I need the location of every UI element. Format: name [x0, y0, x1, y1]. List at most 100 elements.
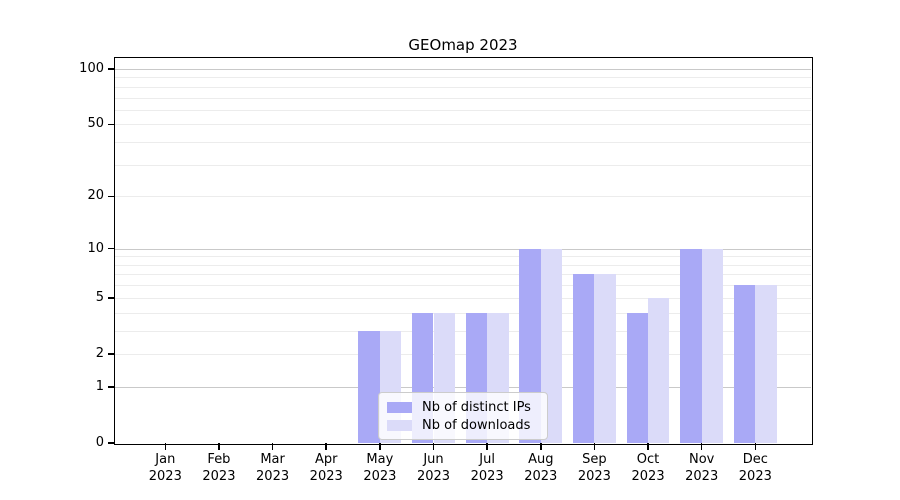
y-tick-label: 50 — [87, 116, 104, 132]
x-tick-year: 2023 — [148, 468, 182, 484]
x-tick — [700, 443, 703, 450]
x-tick-month: Mar — [260, 452, 285, 467]
x-tick — [486, 443, 488, 450]
gridline-minor — [115, 77, 811, 79]
x-tick-month: May — [366, 452, 394, 467]
x-tick — [754, 443, 757, 450]
x-tick-month: Jun — [423, 452, 444, 467]
gridline-major — [115, 386, 811, 388]
y-tick — [108, 247, 115, 250]
x-tick-year: 2023 — [309, 468, 343, 484]
x-tick-month: Dec — [742, 452, 768, 467]
x-tick-label: Feb 2023 — [192, 452, 246, 485]
x-tick-label: May 2023 — [353, 452, 407, 485]
x-tick-month: Nov — [689, 452, 715, 467]
gridline-minor — [115, 164, 811, 166]
gridline-minor — [115, 353, 811, 355]
legend-swatch-distinct-ips — [387, 401, 412, 413]
bar-distinct-ips — [573, 274, 595, 443]
x-tick — [379, 443, 381, 450]
y-tick-label: 100 — [79, 60, 104, 76]
bar-distinct-ips — [626, 312, 649, 443]
x-tick-month: Feb — [207, 452, 231, 467]
x-tick-label: Oct 2023 — [621, 452, 675, 485]
x-tick — [432, 443, 435, 450]
gridline-major — [115, 68, 811, 70]
x-tick — [164, 443, 167, 450]
y-tick-label: 20 — [87, 188, 104, 204]
bar-downloads — [594, 274, 616, 443]
x-tick-label: Sep 2023 — [567, 452, 621, 485]
x-tick-year: 2023 — [685, 468, 719, 484]
y-tick — [108, 386, 115, 388]
bar-downloads — [648, 297, 670, 443]
y-tick — [108, 353, 115, 355]
y-tick-label: 1 — [95, 378, 104, 394]
x-tick-year: 2023 — [577, 468, 611, 484]
gridline-minor — [115, 196, 811, 198]
x-tick-year: 2023 — [202, 468, 236, 484]
y-tick-label: 10 — [87, 240, 104, 256]
x-tick-label: Nov 2023 — [675, 452, 729, 485]
gridline-minor — [115, 312, 811, 314]
y-tick-label: 5 — [95, 289, 104, 305]
y-tick — [108, 195, 115, 198]
x-tick-label: Jul 2023 — [460, 452, 514, 485]
x-tick-year: 2023 — [470, 468, 504, 484]
x-tick — [647, 443, 649, 450]
gridline-minor — [115, 124, 811, 126]
y-tick-label: 0 — [95, 435, 104, 450]
gridline-minor — [115, 142, 811, 144]
gridline-minor — [115, 285, 811, 287]
gridline-minor — [115, 109, 811, 111]
plot-area — [115, 58, 811, 443]
x-tick-year: 2023 — [738, 468, 772, 484]
x-tick-label: Jan 2023 — [138, 452, 192, 485]
x-tick-month: Jul — [479, 452, 495, 467]
x-tick-month: Apr — [314, 452, 338, 467]
legend: Nb of distinct IPs Nb of downloads — [378, 392, 548, 440]
legend-label-distinct-ips: Nb of distinct IPs — [422, 399, 531, 415]
x-tick — [540, 443, 542, 450]
bar-distinct-ips — [358, 330, 380, 443]
gridline-minor — [115, 297, 811, 299]
legend-label-downloads: Nb of downloads — [422, 417, 531, 433]
y-tick — [108, 123, 115, 126]
y-tick — [108, 442, 115, 444]
bar-distinct-ips — [733, 285, 756, 443]
x-tick-label: Jun 2023 — [407, 452, 461, 485]
x-tick-year: 2023 — [524, 468, 558, 484]
gridline-minor — [115, 256, 811, 258]
x-tick — [218, 443, 220, 450]
x-tick-year: 2023 — [256, 468, 290, 484]
y-tick-label: 2 — [95, 345, 104, 361]
x-tick-year: 2023 — [631, 468, 665, 484]
x-tick-month: Aug — [528, 452, 554, 467]
gridline-minor — [115, 264, 811, 266]
x-tick-label: Apr 2023 — [299, 452, 353, 485]
x-tick — [325, 443, 327, 450]
x-tick-month: Oct — [636, 452, 660, 467]
x-tick-month: Sep — [582, 452, 607, 467]
gridline-minor — [115, 274, 811, 276]
bar-downloads — [701, 248, 724, 443]
legend-item-distinct-ips: Nb of distinct IPs — [387, 399, 539, 415]
gridline-major — [115, 248, 811, 250]
y-tick — [108, 297, 115, 299]
legend-swatch-downloads — [387, 419, 412, 431]
x-tick-month: Jan — [155, 452, 176, 467]
x-tick-year: 2023 — [416, 468, 451, 484]
bar-distinct-ips — [680, 248, 702, 443]
bar-downloads — [755, 285, 777, 443]
x-tick — [271, 443, 274, 450]
y-tick — [108, 68, 115, 70]
x-tick — [593, 443, 596, 450]
gridline-minor — [115, 97, 811, 99]
legend-item-downloads: Nb of downloads — [387, 417, 539, 433]
x-tick-year: 2023 — [363, 468, 397, 484]
gridline-minor — [115, 330, 811, 332]
x-tick-label: Mar 2023 — [246, 452, 300, 485]
x-tick-label: Aug 2023 — [514, 452, 568, 485]
gridline-minor — [115, 86, 811, 88]
